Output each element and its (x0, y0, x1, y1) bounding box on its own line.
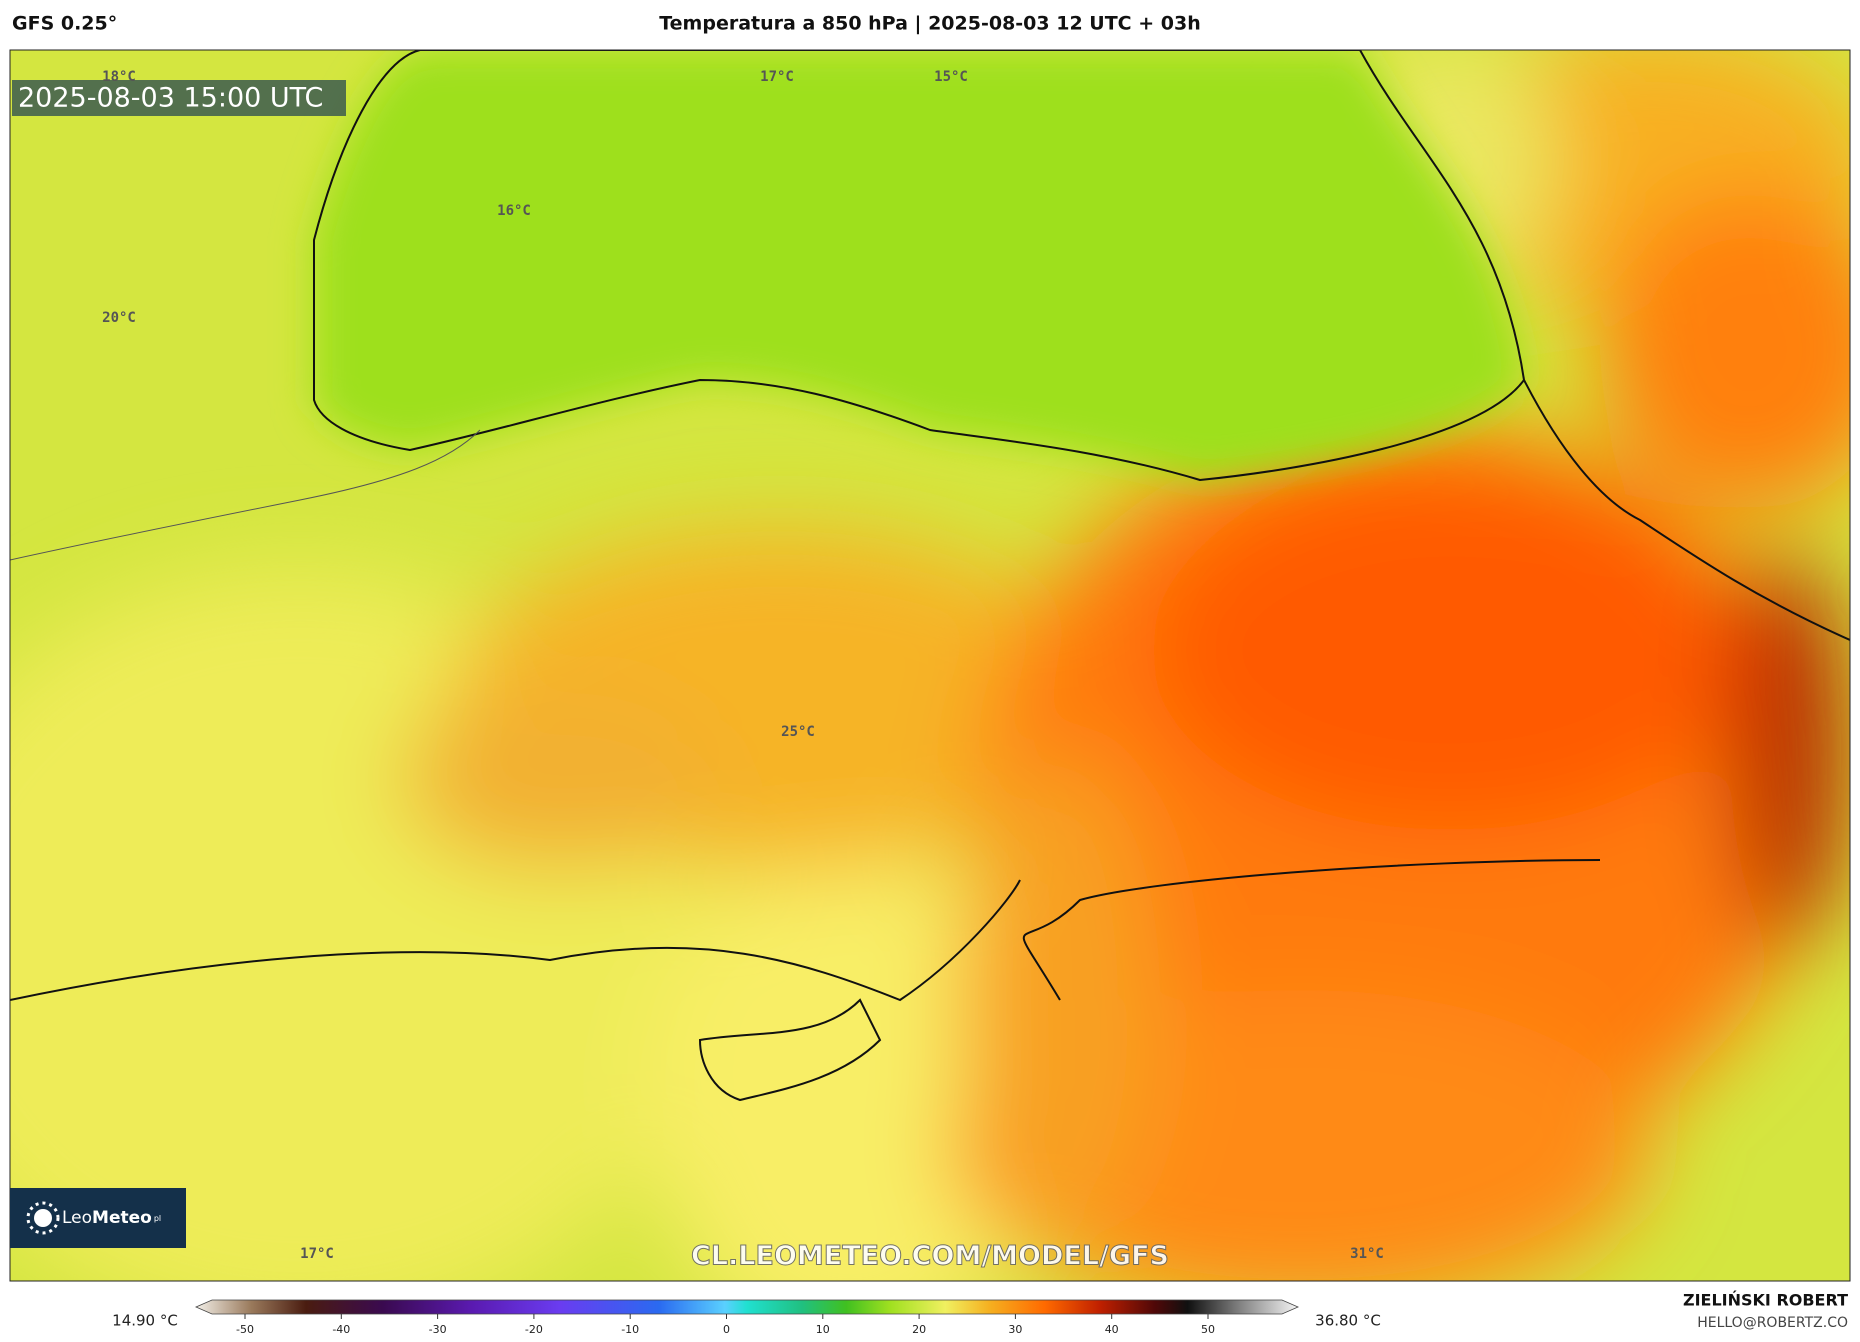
map-frame (9, 49, 1851, 1282)
author: ZIELIŃSKI ROBERT (1683, 1291, 1848, 1310)
isotherm-label: 16°C (497, 203, 531, 219)
colorbar (195, 1299, 1299, 1315)
colorbar-tick-label: 50 (1201, 1323, 1215, 1336)
map-title: Temperatura a 850 hPa | 2025-08-03 12 UT… (659, 13, 1201, 35)
email: HELLO@ROBERTZ.CO (1697, 1315, 1848, 1331)
colorbar-tick-label: -40 (332, 1323, 350, 1336)
logo-tld: pl (154, 1214, 161, 1223)
logo-rays (26, 1201, 60, 1235)
colorbar-tick-label: -50 (236, 1323, 254, 1336)
colorbar-tick-label: -10 (621, 1323, 639, 1336)
logo-sun (34, 1209, 52, 1227)
isotherm-label: 15°C (934, 69, 968, 85)
colorbar-tick-label: -20 (525, 1323, 543, 1336)
timestamp-box (12, 80, 346, 116)
isotherm-label: 17°C (760, 69, 794, 85)
colorbar-tick-label: 30 (1008, 1323, 1022, 1336)
colorbar-max-label: 36.80 °C (1315, 1312, 1381, 1330)
watermark: CL.LEOMETEO.COM/MODEL/GFS (691, 1241, 1169, 1272)
colorbar-tick-label: 10 (816, 1323, 830, 1336)
timestamp: 2025-08-03 15:00 UTC (18, 83, 323, 114)
isotherm-label: 17°C (300, 1246, 334, 1262)
isotherm-label: 25°C (781, 724, 815, 740)
logo-leo: Leo (62, 1208, 92, 1228)
logo: LeoMeteo pl (62, 1208, 161, 1228)
isotherm-label: 31°C (1350, 1246, 1384, 1262)
colorbar-tick-label: 0 (723, 1323, 730, 1336)
map-labels: 18°C 17°C 15°C 16°C 20°C 25°C 17°C 31°C (102, 69, 1384, 1262)
colorbar-tick-label: 20 (912, 1323, 926, 1336)
temperature-map (10, 50, 1850, 1281)
model-name: GFS 0.25° (12, 13, 117, 35)
colorbar-ticks: -50 -40 -30 -20 -10 0 10 20 30 40 50 (236, 1314, 1215, 1336)
isotherm-label: 18°C (102, 69, 136, 85)
logo-meteo: Meteo (92, 1208, 152, 1228)
colorbar-tick-label: 40 (1105, 1323, 1119, 1336)
colorbar-min-label: 14.90 °C (112, 1312, 178, 1330)
isotherm-label: 20°C (102, 310, 136, 326)
colorbar-tick-label: -30 (429, 1323, 447, 1336)
